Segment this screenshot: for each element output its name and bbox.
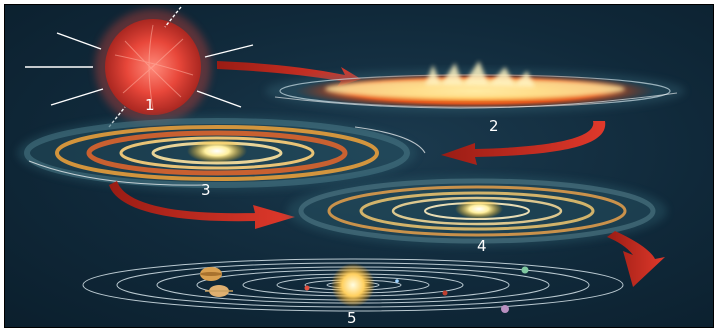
figure-canvas: 1 2 3 4 (17, 6, 685, 327)
stage-1-label: 1 (145, 96, 155, 114)
planets (200, 266, 529, 313)
arrow-3-to-4 (109, 181, 295, 229)
stage-2-flattened-disk: 2 (265, 61, 685, 135)
stage-3-ring-formation: 3 (17, 115, 426, 199)
arrow-4-to-5 (607, 231, 665, 287)
arrow-2-to-3 (441, 121, 606, 165)
stage-5-solar-system: 5 (82, 258, 624, 327)
stage-2-label: 2 (489, 117, 499, 135)
sun (331, 263, 375, 307)
arrow-1-to-2 (217, 61, 361, 87)
stage-3-label: 3 (201, 181, 211, 199)
stage-4-label: 4 (477, 237, 487, 255)
stage-1-collapsing-nebula: 1 (25, 6, 254, 128)
solar-system-formation-figure: 1 2 3 4 (4, 4, 714, 328)
inflow-arrows (25, 6, 254, 128)
stage-4-planetesimal-rings: 4 (287, 175, 667, 255)
stage-5-label: 5 (347, 309, 357, 327)
